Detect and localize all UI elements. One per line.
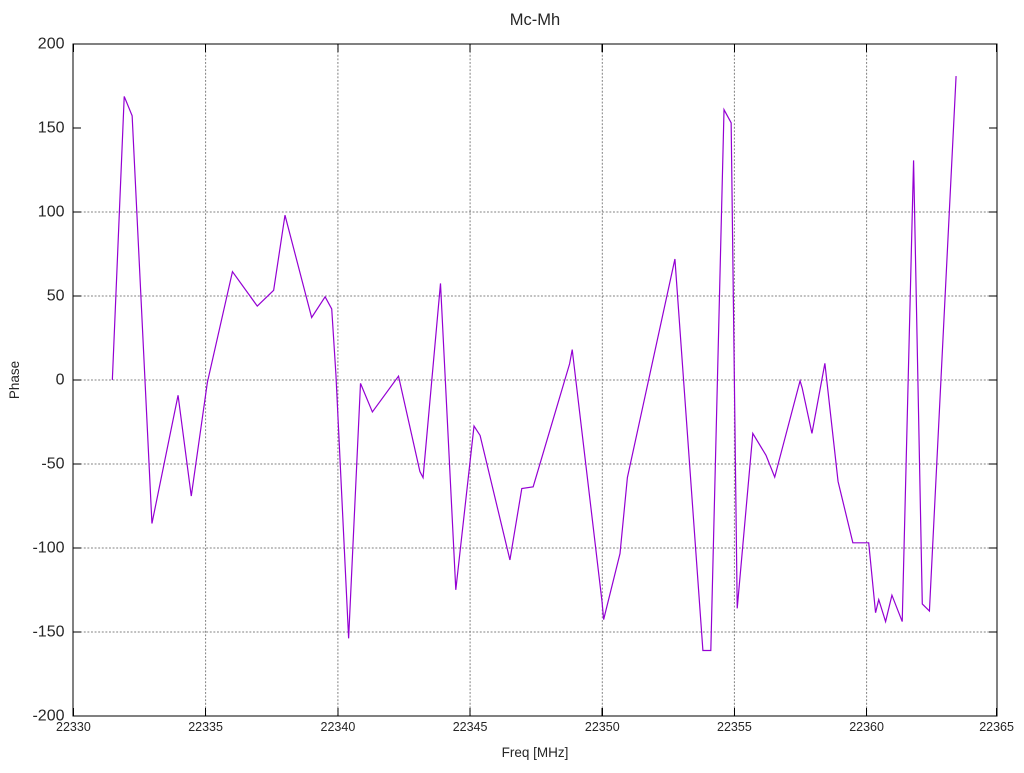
svg-text:22345: 22345 bbox=[453, 720, 488, 734]
svg-text:150: 150 bbox=[38, 120, 65, 137]
svg-text:-100: -100 bbox=[32, 540, 64, 557]
svg-text:-50: -50 bbox=[41, 456, 64, 473]
svg-text:-150: -150 bbox=[32, 624, 64, 641]
svg-text:-200: -200 bbox=[32, 708, 64, 725]
svg-text:Mc-Mh: Mc-Mh bbox=[510, 11, 560, 29]
svg-text:22340: 22340 bbox=[321, 720, 356, 734]
svg-text:100: 100 bbox=[38, 204, 65, 221]
svg-text:22365: 22365 bbox=[979, 720, 1014, 734]
svg-text:200: 200 bbox=[38, 36, 65, 53]
svg-text:Freq [MHz]: Freq [MHz] bbox=[502, 745, 569, 760]
svg-text:50: 50 bbox=[47, 288, 65, 305]
svg-text:22350: 22350 bbox=[585, 720, 620, 734]
svg-text:22355: 22355 bbox=[717, 720, 752, 734]
svg-text:0: 0 bbox=[56, 372, 65, 389]
svg-text:Phase: Phase bbox=[7, 361, 22, 399]
svg-text:22360: 22360 bbox=[849, 720, 884, 734]
svg-text:22335: 22335 bbox=[188, 720, 223, 734]
